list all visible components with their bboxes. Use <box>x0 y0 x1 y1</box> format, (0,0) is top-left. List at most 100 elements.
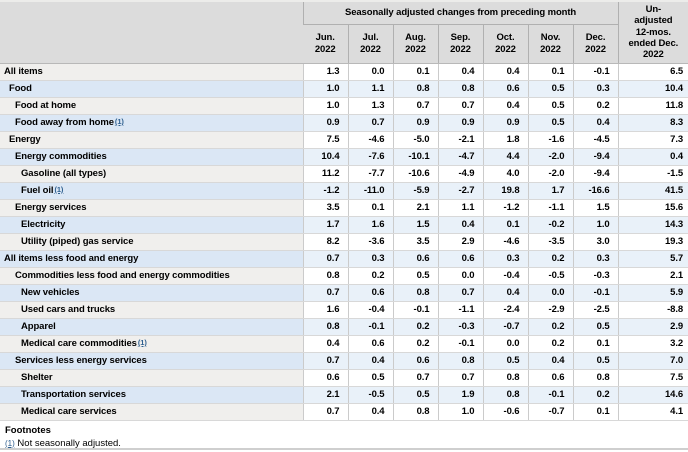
value-cell: 0.9 <box>482 114 528 132</box>
value-cell: 0.5 <box>572 352 619 370</box>
value-cell: -10.1 <box>392 148 438 166</box>
value-cell: 0.6 <box>527 369 573 387</box>
column-header-sep-2022: Sep. 2022 <box>437 24 483 64</box>
row-label: Commodities less food and energy commodi… <box>15 270 230 281</box>
table-row: Energy commodities 10.4 -7.6 -10.1 -4.7 4.4 -2… <box>0 148 688 166</box>
value-cell: 0.4 <box>347 403 393 421</box>
table-row: Fuel oil(1) -1.2 -11.0 -5.9 -2.7 19.8 1.7 -16.6… <box>0 182 688 200</box>
value-cell: 4.4 <box>482 148 528 166</box>
value-cell: -1.1 <box>527 199 573 217</box>
row-label-cell: Apparel <box>0 318 303 336</box>
value-cell: -0.7 <box>482 318 528 336</box>
table-row: Services less energy services 0.7 0.4 0.6 0.… <box>0 352 688 370</box>
value-cell: 0.5 <box>527 114 573 132</box>
value-cell: 0.5 <box>527 97 573 115</box>
value-cell: -4.9 <box>437 165 483 183</box>
row-label-cell: All items <box>0 63 303 81</box>
row-label: All items <box>4 66 43 77</box>
value-cell: -0.1 <box>347 318 393 336</box>
value-cell: 0.8 <box>302 318 348 336</box>
row-label: All items less food and energy <box>4 253 139 264</box>
row-label-cell: Energy commodities <box>0 148 303 166</box>
row-label-cell: Food <box>0 80 303 98</box>
value-cell: -11.0 <box>347 182 393 200</box>
value-cell: 1.7 <box>527 182 573 200</box>
value-cell: 0.7 <box>437 369 483 387</box>
value-cell: 11.2 <box>302 165 348 183</box>
value-cell: 2.9 <box>617 318 688 336</box>
value-cell: 0.6 <box>302 369 348 387</box>
value-cell: -1.2 <box>482 199 528 217</box>
value-cell: 19.8 <box>482 182 528 200</box>
value-cell: -2.7 <box>437 182 483 200</box>
value-cell: -0.1 <box>392 301 438 319</box>
value-cell: 0.2 <box>392 335 438 353</box>
value-cell: 8.3 <box>617 114 688 132</box>
value-cell: -5.9 <box>392 182 438 200</box>
row-label: Medical care commodities <box>21 338 137 349</box>
value-cell: 0.0 <box>482 335 528 353</box>
column-header-oct-2022: Oct. 2022 <box>482 24 528 64</box>
value-cell: -2.0 <box>527 148 573 166</box>
row-label-cell: Electricity <box>0 216 303 234</box>
row-label: Food away from home <box>15 117 114 128</box>
value-cell: -0.3 <box>572 267 619 285</box>
value-cell: 7.3 <box>617 131 688 149</box>
table-row: Apparel 0.8 -0.1 0.2 -0.3 -0.7 0.2 0.5 2.9 <box>0 318 688 336</box>
value-cell: -2.1 <box>437 131 483 149</box>
footnote-ref-link[interactable]: (1) <box>54 185 64 194</box>
value-cell: 19.3 <box>617 233 688 251</box>
value-cell: -3.5 <box>527 233 573 251</box>
table-row: Food away from home(1) 0.9 0.7 0.9 0.9 0.9 0.5… <box>0 114 688 132</box>
footnote-1-link[interactable]: (1) <box>5 438 15 448</box>
table-row: New vehicles 0.7 0.6 0.8 0.7 0.4 0.0 -0.1 5.9 <box>0 284 688 302</box>
value-cell: 0.5 <box>392 267 438 285</box>
value-cell: 2.1 <box>617 267 688 285</box>
unadjusted-column-header-text: Un-adjusted 12-mos. ended Dec. 2022 <box>628 4 679 61</box>
table-row: Medical care services 0.7 0.4 0.8 1.0 -0.6 -0.… <box>0 403 688 421</box>
value-cell: 0.8 <box>482 369 528 387</box>
value-cell: 0.8 <box>392 284 438 302</box>
row-label-cell: Food at home <box>0 97 303 115</box>
value-cell: 0.2 <box>572 97 619 115</box>
value-cell: -0.6 <box>482 403 528 421</box>
value-cell: 2.1 <box>302 386 348 404</box>
value-cell: 0.1 <box>392 63 438 81</box>
value-cell: 0.4 <box>617 148 688 166</box>
value-cell: 1.7 <box>302 216 348 234</box>
footnote-ref-link[interactable]: (1) <box>114 117 124 126</box>
value-cell: 4.0 <box>482 165 528 183</box>
value-cell: 0.1 <box>572 335 619 353</box>
value-cell: 0.8 <box>572 369 619 387</box>
value-cell: 0.6 <box>392 352 438 370</box>
column-header-nov-2022: Nov. 2022 <box>527 24 573 64</box>
value-cell: 0.9 <box>437 114 483 132</box>
value-cell: 1.0 <box>302 97 348 115</box>
row-label: Medical care services <box>21 406 117 417</box>
value-cell: 0.3 <box>482 250 528 268</box>
value-cell: 3.2 <box>617 335 688 353</box>
row-label: Food <box>9 83 32 94</box>
value-cell: -1.2 <box>302 182 348 200</box>
value-cell: -3.6 <box>347 233 393 251</box>
value-cell: 14.6 <box>617 386 688 404</box>
value-cell: -0.7 <box>527 403 573 421</box>
row-label: Gasoline (all types) <box>21 168 107 179</box>
value-cell: 6.5 <box>617 63 688 81</box>
value-cell: -0.5 <box>527 267 573 285</box>
value-cell: 0.7 <box>302 403 348 421</box>
row-label-cell: Utility (piped) gas service <box>0 233 303 251</box>
value-cell: 3.5 <box>302 199 348 217</box>
footnote-item: (1) Not seasonally adjusted. <box>5 438 683 449</box>
value-cell: 0.7 <box>437 97 483 115</box>
value-cell: 1.9 <box>437 386 483 404</box>
value-cell: 1.0 <box>572 216 619 234</box>
value-cell: -8.8 <box>617 301 688 319</box>
table-row: Medical care commodities(1) 0.4 0.6 0.2 -0.1… <box>0 335 688 353</box>
footnote-ref-link[interactable]: (1) <box>137 338 147 347</box>
footnotes-title: Footnotes <box>5 424 51 436</box>
value-cell: 1.0 <box>302 80 348 98</box>
value-cell: 0.4 <box>302 335 348 353</box>
value-cell: 0.6 <box>392 250 438 268</box>
